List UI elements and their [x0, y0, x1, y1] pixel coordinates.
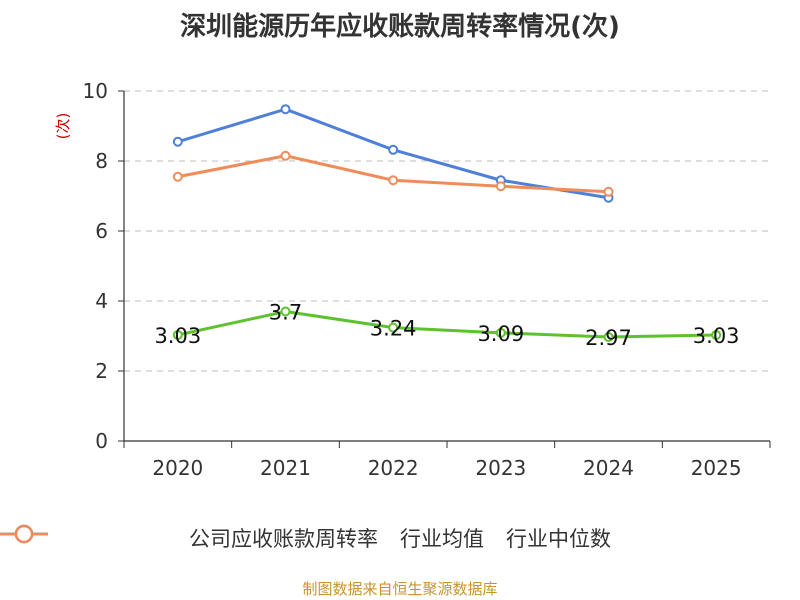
- data-label: 3.03: [693, 324, 740, 348]
- x-tick-label: 2023: [475, 456, 526, 480]
- data-point: [603, 186, 614, 197]
- x-tick-label: 2020: [152, 456, 203, 480]
- data-label: 3.09: [477, 322, 524, 346]
- data-point: [280, 150, 291, 161]
- data-point: [388, 322, 399, 333]
- series-line-0: [177, 310, 717, 339]
- x-tick-label: 2022: [368, 456, 419, 480]
- legend-circle-icon: [14, 524, 34, 544]
- data-point: [495, 181, 506, 192]
- x-tick-label: 2025: [691, 456, 742, 480]
- data-point: [388, 144, 399, 155]
- y-axis-label: (次): [54, 113, 72, 140]
- data-point: [711, 329, 722, 340]
- data-point: [280, 104, 291, 115]
- data-point: [280, 306, 291, 317]
- y-tick-label: 6: [95, 219, 108, 243]
- legend-label-industry-avg: 行业均值: [400, 527, 484, 551]
- chart-title: 深圳能源历年应收账款周转率情况(次): [180, 12, 620, 42]
- y-tick-label: 0: [95, 429, 108, 453]
- data-point: [603, 332, 614, 343]
- data-point: [495, 327, 506, 338]
- legend-item-industry-avg[interactable]: 行业均值: [0, 523, 484, 553]
- data-label: 2.97: [585, 326, 632, 350]
- legend: 公司应收账款周转率 行业均值 行业中位数: [0, 522, 800, 554]
- data-point: [172, 171, 183, 182]
- data-label: 3.03: [154, 324, 201, 348]
- data-point: [172, 136, 183, 147]
- y-tick-label: 10: [83, 79, 108, 103]
- source-note: 制图数据来自恒生聚源数据库: [302, 580, 498, 598]
- y-tick-label: 4: [95, 289, 108, 313]
- legend-label-industry-median: 行业中位数: [506, 527, 611, 551]
- legend-label-company: 公司应收账款周转率: [189, 527, 378, 551]
- y-tick-label: 8: [95, 149, 108, 173]
- x-tick-label: 2021: [260, 456, 311, 480]
- data-point: [172, 329, 183, 340]
- legend-item-industry-median[interactable]: 行业中位数: [0, 523, 611, 553]
- x-tick-label: 2024: [583, 456, 634, 480]
- y-tick-label: 2: [95, 359, 108, 383]
- data-label: 3.7: [269, 301, 302, 325]
- legend-marker-industry-median: [0, 524, 48, 544]
- data-label: 3.24: [370, 317, 417, 341]
- legend-item-company[interactable]: 公司应收账款周转率: [0, 523, 378, 553]
- data-point: [388, 175, 399, 186]
